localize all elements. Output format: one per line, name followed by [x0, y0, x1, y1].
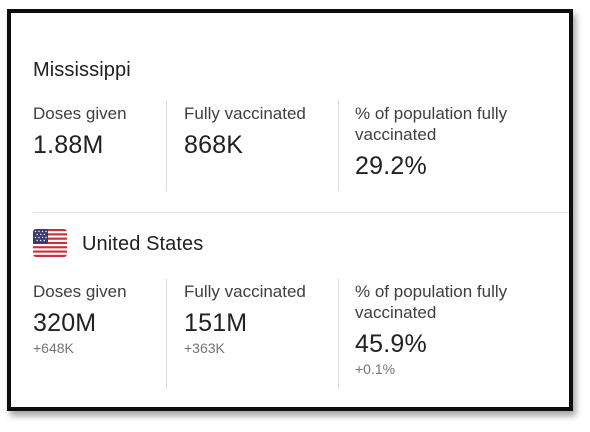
column-divider	[338, 279, 339, 389]
stat-change: +0.1%	[355, 361, 396, 377]
stat-value: 45.9%	[355, 330, 427, 358]
stat-percent-fully-vaccinated-mississippi: % of population fully vaccinated 29.2%	[355, 103, 570, 181]
column-divider	[166, 279, 167, 389]
section-divider	[33, 212, 569, 213]
stat-fully-vaccinated-united-states: Fully vaccinated 151M +363K	[184, 281, 349, 357]
vaccination-card: Mississippi Doses given 1.88M Fully vacc…	[7, 9, 573, 411]
us-flag-icon	[33, 229, 67, 257]
stat-label: Doses given	[33, 104, 127, 123]
column-divider	[338, 101, 339, 191]
region-title-united-states: United States	[82, 233, 204, 255]
stat-label: % of population fully vaccinated	[355, 282, 508, 322]
stat-percent-fully-vaccinated-united-states: % of population fully vaccinated 45.9% +…	[355, 281, 570, 378]
stat-value: 1.88M	[33, 131, 104, 159]
stat-change: +648K	[33, 340, 74, 356]
stat-value: 320M	[33, 309, 97, 337]
stat-label: Fully vaccinated	[184, 104, 306, 123]
stat-label: Doses given	[33, 282, 127, 301]
column-divider	[166, 101, 167, 191]
region-title-mississippi: Mississippi	[33, 59, 131, 81]
stat-fully-vaccinated-mississippi: Fully vaccinated 868K	[184, 103, 349, 160]
stat-label: Fully vaccinated	[184, 282, 306, 301]
stat-value: 868K	[184, 131, 244, 159]
stat-doses-given-united-states: Doses given 320M +648K	[33, 281, 198, 357]
stat-doses-given-mississippi: Doses given 1.88M	[33, 103, 198, 160]
stat-change: +363K	[184, 340, 225, 356]
stat-value: 29.2%	[355, 152, 427, 180]
stat-value: 151M	[184, 309, 248, 337]
stat-label: % of population fully vaccinated	[355, 104, 508, 144]
